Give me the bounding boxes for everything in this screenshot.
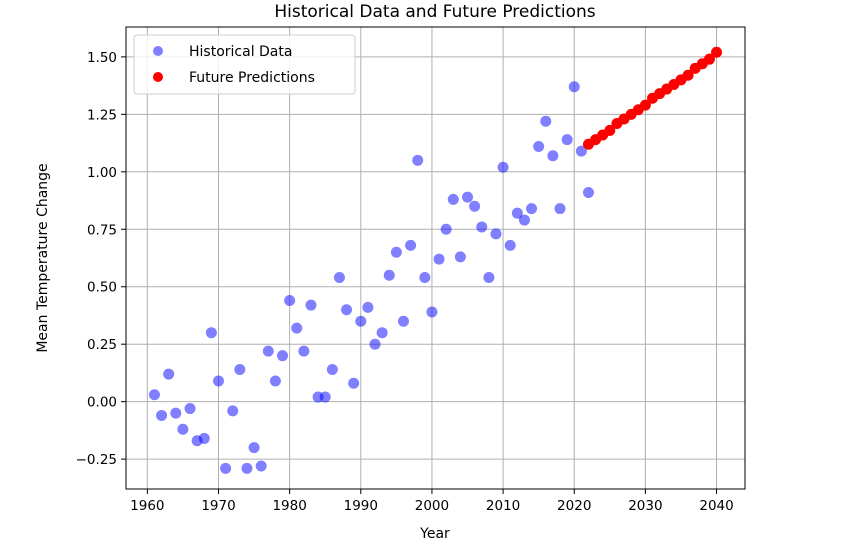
- prediction-data-point: [639, 99, 651, 111]
- historical-data-point: [561, 134, 573, 146]
- y-axis-ticks: −0.25 0.00 0.25 0.50 0.75 1.00 1.25 1.50: [76, 50, 126, 468]
- y-tick-label: 0.25: [87, 337, 117, 353]
- historical-data-point: [511, 207, 523, 219]
- prediction-data-point: [703, 53, 715, 65]
- historical-data-point: [198, 432, 210, 444]
- historical-data-point: [476, 221, 488, 233]
- historical-data-point: [148, 389, 160, 401]
- historical-data-point: [291, 322, 303, 334]
- historical-data-point: [348, 377, 360, 389]
- historical-data-point: [568, 81, 580, 93]
- historical-data-point: [170, 407, 182, 419]
- historical-data-point: [248, 442, 260, 454]
- legend-marker-historical: [153, 46, 163, 56]
- x-tick-label: 1960: [130, 498, 164, 514]
- historical-data-point: [483, 272, 495, 284]
- y-tick-label: 1.25: [87, 107, 117, 123]
- y-tick-label: −0.25: [76, 452, 117, 468]
- prediction-data-point: [682, 69, 694, 81]
- historical-data-point: [376, 327, 388, 339]
- y-axis-label: Mean Temperature Change: [35, 163, 51, 352]
- historical-data-point: [419, 272, 431, 284]
- historical-data-point: [533, 141, 545, 153]
- y-tick-label: 0.75: [87, 222, 117, 238]
- x-axis-ticks: 1960 1970 1980 1990 2000 2010 2020 2030 2040: [130, 489, 734, 514]
- historical-data-point: [540, 115, 552, 127]
- historical-data-point: [575, 145, 587, 157]
- historical-data-point: [412, 154, 424, 166]
- y-tick-label: 0.50: [87, 280, 117, 296]
- grid-lines: [126, 27, 745, 489]
- historical-data-point: [333, 272, 345, 284]
- historical-data-point: [397, 315, 409, 327]
- historical-data-point: [518, 214, 530, 226]
- historical-data-point: [227, 405, 239, 417]
- series-future-predictions: [582, 46, 723, 150]
- historical-data-point: [390, 246, 402, 258]
- x-tick-label: 2020: [557, 498, 591, 514]
- historical-data-point: [547, 150, 559, 162]
- x-tick-label: 1970: [201, 498, 235, 514]
- y-tick-label: 1.00: [87, 165, 117, 181]
- historical-data-point: [255, 460, 267, 472]
- historical-data-point: [554, 203, 566, 215]
- x-tick-label: 2030: [628, 498, 662, 514]
- historical-data-point: [526, 203, 538, 215]
- legend-marker-predictions: [153, 72, 163, 82]
- historical-data-point: [383, 269, 395, 281]
- historical-data-point: [426, 306, 438, 318]
- x-tick-label: 1980: [272, 498, 306, 514]
- historical-data-point: [234, 363, 246, 375]
- x-tick-label: 2000: [415, 498, 449, 514]
- historical-data-point: [262, 345, 274, 357]
- chart-title: Historical Data and Future Predictions: [274, 2, 595, 22]
- historical-data-point: [490, 228, 502, 240]
- historical-data-point: [462, 191, 474, 203]
- data-points: [148, 46, 723, 474]
- historical-data-point: [504, 239, 516, 251]
- y-tick-label: 0.00: [87, 395, 117, 411]
- y-tick-label: 1.50: [87, 50, 117, 66]
- historical-data-point: [369, 338, 381, 350]
- historical-data-point: [298, 345, 310, 357]
- historical-data-point: [326, 363, 338, 375]
- x-tick-label: 2040: [699, 498, 733, 514]
- legend-label-predictions: Future Predictions: [189, 70, 315, 86]
- historical-data-point: [177, 423, 189, 435]
- historical-data-point: [284, 295, 296, 307]
- historical-data-point: [440, 223, 452, 235]
- historical-data-point: [269, 375, 281, 387]
- historical-data-point: [184, 403, 196, 415]
- historical-data-point: [355, 315, 367, 327]
- historical-data-point: [362, 301, 374, 313]
- historical-data-point: [447, 193, 459, 205]
- prediction-data-point: [604, 124, 616, 136]
- historical-data-point: [469, 200, 481, 212]
- historical-data-point: [497, 161, 509, 173]
- historical-data-point: [405, 239, 417, 251]
- legend: Historical Data Future Predictions: [133, 34, 356, 95]
- x-tick-label: 1990: [344, 498, 378, 514]
- x-axis-label: Year: [419, 526, 450, 542]
- historical-data-point: [319, 391, 331, 403]
- legend-box: [133, 34, 356, 95]
- historical-data-point: [212, 375, 224, 387]
- historical-data-point: [454, 251, 466, 263]
- historical-data-point: [277, 350, 289, 362]
- historical-data-point: [220, 462, 232, 474]
- historical-data-point: [433, 253, 445, 265]
- historical-data-point: [156, 409, 168, 421]
- historical-data-point: [582, 186, 594, 198]
- historical-data-point: [305, 299, 317, 311]
- historical-data-point: [163, 368, 175, 380]
- historical-data-point: [341, 304, 353, 316]
- series-historical-data: [148, 81, 594, 474]
- plot-area-frame: [125, 26, 746, 490]
- x-tick-label: 2010: [486, 498, 520, 514]
- historical-data-point: [205, 327, 217, 339]
- historical-data-point: [241, 462, 253, 474]
- legend-label-historical: Historical Data: [189, 44, 292, 60]
- prediction-data-point: [711, 46, 723, 58]
